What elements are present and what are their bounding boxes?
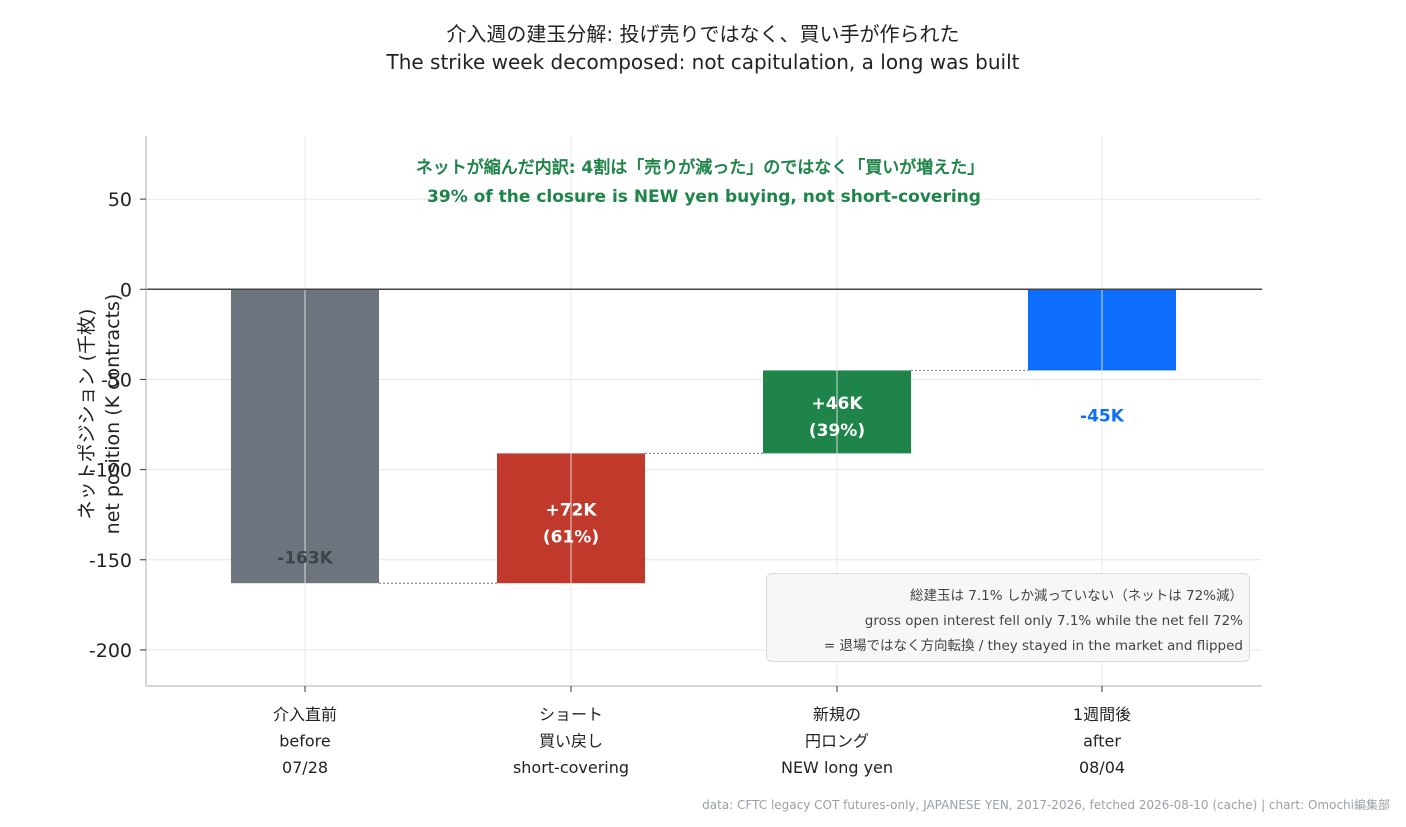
x-tick-label: 新規の [813,705,861,724]
data-label: -163K [277,548,334,568]
data-label: +46K [811,394,863,414]
note-line-2: gross open interest fell only 7.1% while… [864,613,1243,629]
data-sublabel: (39%) [809,421,865,441]
y-tick-label: 0 [120,279,132,301]
y-tick-label: 50 [108,189,132,211]
y-tick-label: -100 [89,460,132,482]
x-tick-label: 1週間後 [1073,705,1131,724]
x-tick-label: short-covering [513,758,629,777]
data-label: +72K [545,500,597,520]
y-tick-label: -150 [89,550,132,572]
note-line-3: = 退場ではなく方向転換 / they stayed in the market… [823,638,1243,654]
data-label: -45K [1080,406,1125,426]
x-tick-label: after [1083,732,1121,751]
y-tick-label: -50 [101,369,132,391]
y-tick-label: -200 [89,640,132,662]
open-interest-note: 総建玉は 7.1% しか減っていない（ネットは 72%減） gross open… [766,573,1250,662]
x-tick-label: NEW long yen [781,758,893,777]
x-tick-label: 07/28 [282,758,328,777]
x-tick-label: 買い戻し [539,732,603,751]
x-tick-label: before [279,732,331,751]
data-sublabel: (61%) [543,527,599,547]
note-line-1: 総建玉は 7.1% しか減っていない（ネットは 72%減） [909,588,1243,604]
source-caption: data: CFTC legacy COT futures-only, JAPA… [702,798,1390,812]
chart-title-ja: 介入週の建玉分解: 投げ売りではなく、買い手が作られた [446,22,960,46]
x-tick-label: 円ロング [805,732,869,751]
x-tick-label: 介入直前 [273,705,337,724]
chart-annotation-ja: ネットが縮んだ内訳: 4割は「売りが減った」のではなく「買いが増えた」 [416,157,985,178]
x-tick-label: ショート [539,705,603,724]
chart-annotation-en: 39% of the closure is NEW yen buying, no… [427,187,981,207]
chart-title-en: The strike week decomposed: not capitula… [386,50,1020,74]
x-tick-label: 08/04 [1079,758,1125,777]
